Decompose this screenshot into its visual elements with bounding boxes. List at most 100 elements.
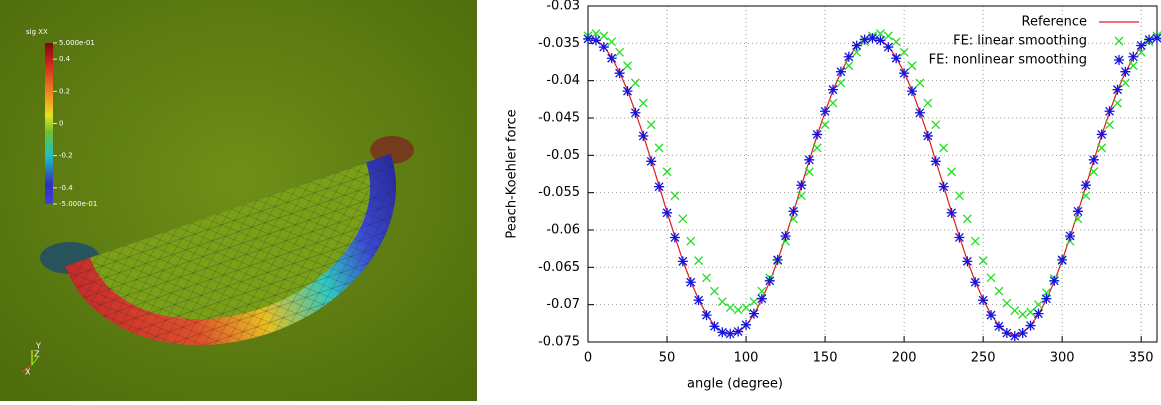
data-point — [844, 52, 854, 62]
data-point — [702, 310, 712, 320]
data-point — [717, 327, 727, 337]
data-point — [891, 53, 901, 63]
data-point — [954, 232, 964, 242]
data-point — [979, 257, 987, 265]
data-point — [939, 182, 949, 192]
triad-label: X — [25, 368, 31, 377]
data-point — [709, 321, 719, 331]
data-point — [884, 32, 892, 40]
data-point — [600, 32, 608, 40]
data-point — [932, 121, 940, 129]
data-point — [907, 86, 917, 96]
data-point — [1113, 99, 1121, 107]
data-point — [662, 208, 672, 218]
data-point — [654, 182, 664, 192]
colorbar-tick-label: -0.2 — [59, 152, 73, 160]
data-point — [836, 67, 846, 77]
data-point — [1081, 180, 1091, 190]
data-point — [955, 192, 963, 200]
legend-swatch — [1114, 55, 1124, 65]
y-tick-label: -0.075 — [538, 335, 580, 350]
x-tick-label: 200 — [892, 351, 917, 366]
colorbar-tick-label: 0.2 — [59, 87, 70, 95]
data-point — [686, 277, 696, 287]
y-tick-label: -0.07 — [546, 297, 580, 312]
data-point — [749, 309, 759, 319]
y-tick-label: -0.05 — [546, 148, 580, 163]
data-point — [978, 295, 988, 305]
data-point — [718, 298, 726, 306]
data-point — [710, 287, 718, 295]
data-point — [788, 206, 798, 216]
data-point — [1112, 85, 1122, 95]
data-point — [623, 86, 633, 96]
y-tick-label: -0.04 — [546, 73, 580, 88]
x-tick-label: 150 — [813, 351, 838, 366]
data-point — [940, 144, 948, 152]
data-point — [1128, 52, 1138, 62]
x-tick-label: 0 — [584, 351, 592, 366]
data-point — [741, 320, 751, 330]
data-point — [679, 215, 687, 223]
data-point — [655, 144, 663, 152]
data-point — [829, 99, 837, 107]
data-point — [962, 256, 972, 266]
data-point — [703, 274, 711, 282]
data-point — [1073, 206, 1083, 216]
data-point — [948, 168, 956, 176]
data-point — [970, 277, 980, 287]
data-point — [631, 79, 639, 87]
data-point — [805, 168, 813, 176]
data-point — [994, 321, 1004, 331]
colorbar-tick-label: -5.000e-01 — [59, 200, 97, 208]
data-point — [1018, 328, 1028, 338]
y-tick-label: -0.06 — [546, 223, 580, 238]
data-point — [1003, 299, 1011, 307]
data-point — [670, 232, 680, 242]
data-point — [796, 180, 806, 190]
colorbar-tick-label: -0.4 — [59, 184, 73, 192]
x-tick-label: 300 — [1050, 351, 1075, 366]
y-tick-label: -0.065 — [538, 260, 580, 275]
data-point — [916, 79, 924, 87]
data-point — [1026, 321, 1036, 331]
data-point — [924, 99, 932, 107]
data-point — [915, 108, 925, 118]
y-tick-label: -0.03 — [546, 0, 580, 14]
data-point — [624, 62, 632, 70]
data-point — [1034, 301, 1042, 309]
data-point — [678, 256, 688, 266]
colorbar-title: sig XX — [26, 28, 48, 36]
legend-label: Reference — [1022, 15, 1087, 30]
data-point — [599, 42, 609, 52]
data-point — [765, 276, 775, 286]
data-point — [734, 306, 742, 314]
data-point — [1065, 231, 1075, 241]
legend-label: FE: linear smoothing — [953, 34, 1087, 49]
data-point — [773, 255, 783, 265]
y-tick-label: -0.035 — [538, 36, 580, 51]
data-point — [1027, 308, 1035, 316]
data-point — [820, 106, 830, 116]
data-point — [1121, 79, 1129, 87]
data-point — [812, 129, 822, 139]
data-point — [1041, 294, 1051, 304]
data-point — [1097, 129, 1107, 139]
data-point — [900, 48, 908, 56]
data-point — [987, 274, 995, 282]
legend-label: FE: nonlinear smoothing — [929, 53, 1087, 68]
triad-label: Z — [34, 350, 40, 359]
colorbar — [45, 43, 53, 204]
chart: angle (degree) Peach-Koehler force -0.07… — [505, 0, 1161, 392]
data-point — [1152, 33, 1161, 43]
data-point — [591, 35, 601, 45]
data-point — [1019, 310, 1027, 318]
colorbar-tick-label: 0 — [59, 120, 63, 128]
data-point — [646, 156, 656, 166]
reference-line — [588, 37, 1157, 336]
data-point — [908, 62, 916, 70]
data-point — [860, 35, 870, 45]
x-tick-label: 350 — [1129, 351, 1154, 366]
data-point — [923, 131, 933, 141]
